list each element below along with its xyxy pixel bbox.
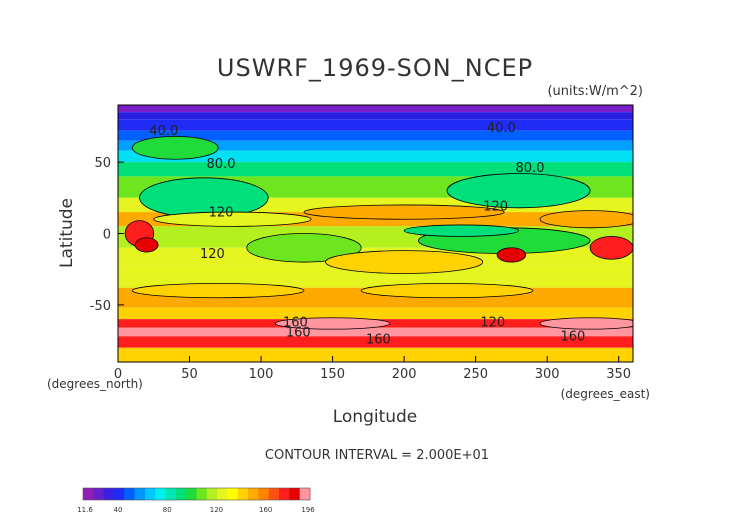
colorbar-tick-label: 160 (259, 506, 272, 514)
colorbar-labels: 11.6 196 40 80 120 160 (77, 506, 315, 514)
field-region (360, 283, 534, 299)
x-axis-label: Longitude (333, 407, 418, 427)
colorbar-swatch (93, 488, 105, 500)
colorbar-min-label: 11.6 (77, 506, 93, 514)
field-region (131, 283, 305, 299)
field-region (274, 317, 391, 330)
field-region (153, 211, 312, 227)
y-tick-label: 0 (103, 228, 111, 243)
field-region (539, 317, 633, 330)
colorbar-swatch (144, 488, 156, 500)
field-region (139, 177, 269, 219)
colorbar-swatch (196, 488, 208, 500)
x-tick-label: 150 (320, 367, 345, 382)
contour-label: 160 (286, 325, 311, 340)
colorbar-swatch (237, 488, 249, 500)
field-region (303, 204, 505, 220)
colorbar-swatch (155, 488, 167, 500)
field-region (325, 250, 484, 274)
field-region (403, 224, 519, 237)
field-region (131, 136, 219, 160)
x-tick-label: 0 (114, 367, 122, 382)
field-region (246, 233, 362, 263)
x-tick-label: 100 (249, 367, 274, 382)
colorbar-tick-label: 120 (210, 506, 223, 514)
colorbar-tick-label: 40 (114, 506, 123, 514)
field-region (589, 235, 633, 260)
colorbar-swatch (186, 488, 197, 500)
colorbar-swatch (113, 488, 125, 500)
colorbar-swatch (227, 488, 239, 500)
field-band (118, 327, 633, 337)
field-band (118, 119, 633, 131)
colorbar-swatch (103, 488, 115, 500)
colorbar-swatch (268, 488, 280, 500)
x-tick-label: 50 (181, 367, 198, 382)
y-unit-label: (degrees_north) (47, 377, 143, 391)
y-tick-label: -50 (90, 299, 111, 314)
x-unit-label: (degrees_east) (561, 387, 650, 401)
colorbar-max-label: 196 (301, 506, 315, 514)
contour-label: 40.0 (487, 121, 516, 136)
contour-label: 80.0 (207, 157, 236, 172)
contour-label: 120 (209, 205, 234, 220)
field-band (118, 150, 633, 163)
colorbar-frame (82, 487, 311, 501)
field-band (118, 130, 633, 141)
colorbar (82, 487, 311, 501)
x-axis: 0 50 100 150 200 250 300 350 (114, 356, 631, 382)
contour-label: 120 (480, 315, 505, 330)
colorbar-swatch (248, 488, 259, 500)
colorbar-swatch (299, 488, 311, 500)
contour-interval-label: CONTOUR INTERVAL = 2.000E+01 (265, 448, 489, 463)
x-tick-label: 300 (535, 367, 560, 382)
colorbar-swatch (83, 488, 94, 500)
y-axis-label: Latitude (57, 198, 77, 268)
contour-label: 160 (283, 315, 308, 330)
x-tick-label: 200 (392, 367, 417, 382)
contour-label: 160 (561, 330, 586, 345)
field-band (118, 140, 633, 151)
plot-area (118, 105, 633, 362)
colorbar-swatch (165, 488, 177, 500)
colorbar-swatch (206, 488, 218, 500)
contour-label: 160 (366, 332, 391, 347)
colorbar-swatch (175, 488, 187, 500)
field-region (496, 247, 527, 263)
contour-label: 40.0 (149, 124, 178, 139)
contour-label: 80.0 (516, 161, 545, 176)
colorbar-swatch (124, 488, 136, 500)
colorbar-swatch (258, 488, 270, 500)
field-band (118, 112, 633, 120)
field-region (134, 237, 159, 253)
y-axis: 50 0 -50 (90, 156, 124, 314)
x-tick-label: 350 (606, 367, 631, 382)
contour-label: 120 (483, 200, 508, 215)
field-region (446, 173, 591, 209)
colorbar-swatch (289, 488, 301, 500)
units-label: (units:W/m^2) (547, 84, 643, 99)
field-band (118, 347, 633, 362)
chart-title: USWRF_1969-SON_NCEP (217, 54, 533, 82)
field-band (118, 162, 633, 177)
field-band (118, 105, 633, 113)
colorbar-swatch (217, 488, 228, 500)
colorbar-swatch (134, 488, 146, 500)
contour-label: 120 (200, 247, 225, 262)
field-band (118, 336, 633, 348)
field-band (118, 307, 633, 320)
y-tick-label: 50 (94, 156, 111, 171)
x-tick-label: 250 (463, 367, 488, 382)
colorbar-tick-label: 80 (163, 506, 172, 514)
field-band (118, 264, 633, 288)
field-region (539, 210, 633, 229)
colorbar-swatch (279, 488, 290, 500)
